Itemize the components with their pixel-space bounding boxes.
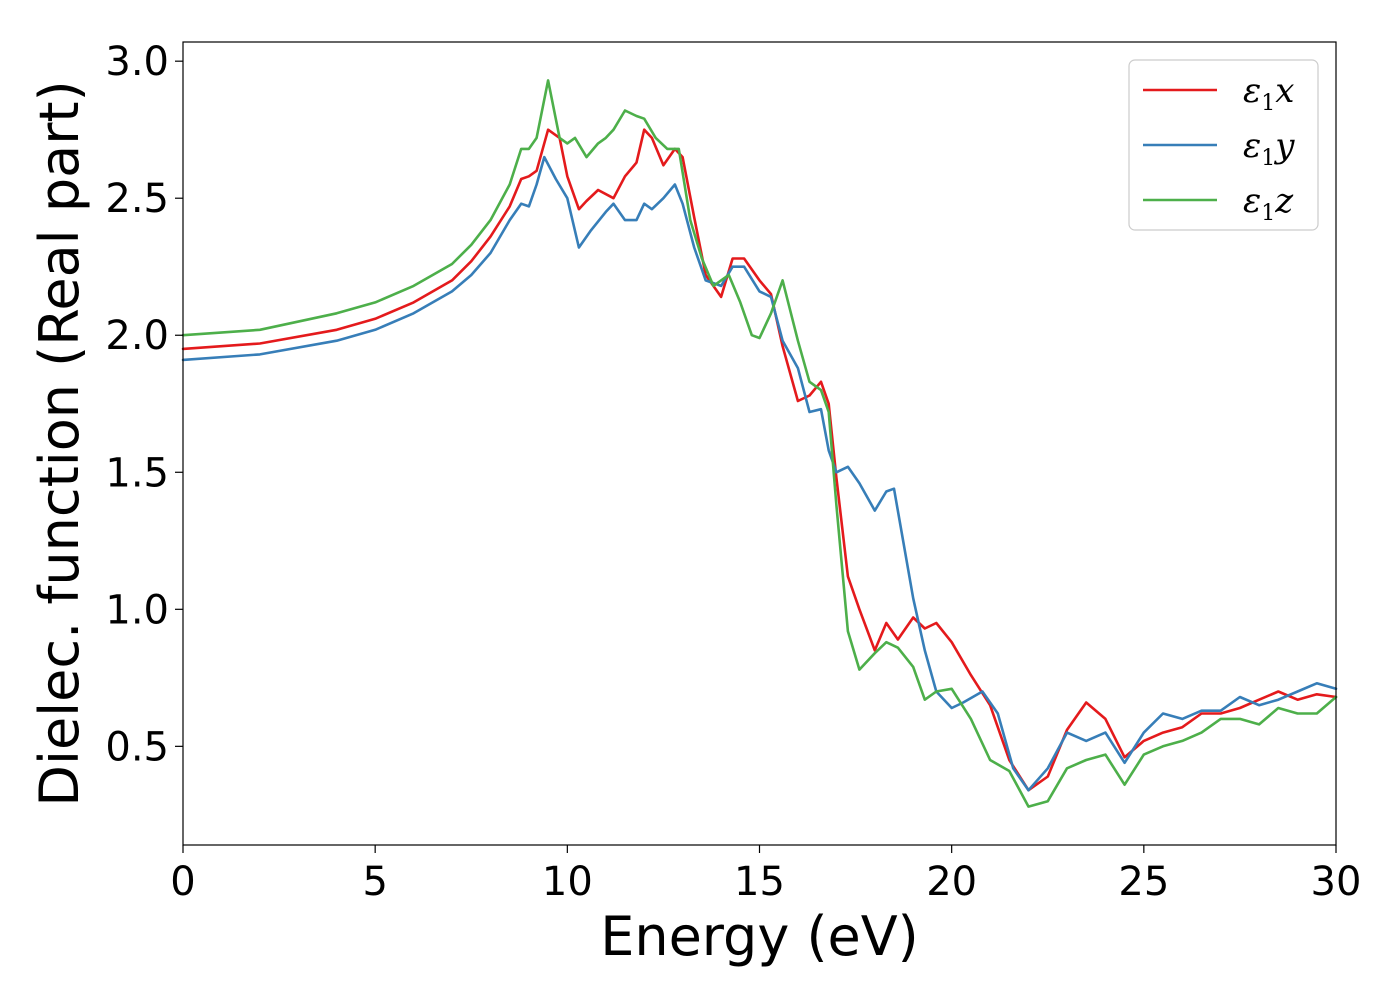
x-tick-label: 30 <box>1311 859 1362 905</box>
legend-label-tail: x <box>1275 71 1294 111</box>
legend-label-tail: z <box>1274 181 1294 221</box>
plot-lines <box>181 79 1338 808</box>
legend-box <box>1128 59 1319 231</box>
legend-label-subscript: 1 <box>1261 201 1275 226</box>
y-tick-label: 3.0 <box>105 39 169 85</box>
x-tick-label: 20 <box>926 859 977 905</box>
y-tick-label: 0.5 <box>105 724 169 770</box>
legend-label-y: ε1y <box>1243 126 1295 171</box>
series-line-x <box>181 128 1338 792</box>
y-axis-title: Dielec. function (Real part) <box>28 80 91 806</box>
x-tick-label: 10 <box>542 859 593 905</box>
series-line-z <box>181 79 1338 808</box>
legend-label-base: ε <box>1243 71 1261 111</box>
legend-label-subscript: 1 <box>1261 91 1275 116</box>
series-line-y <box>181 155 1338 792</box>
legend-label-tail: y <box>1273 126 1295 166</box>
x-tick-label: 25 <box>1118 859 1169 905</box>
y-tick-label: 2.0 <box>105 313 169 359</box>
y-axis-ticks: 0.5 1.0 1.5 2.0 2.5 3.0 <box>105 39 183 770</box>
legend-label-z: ε1z <box>1243 181 1294 226</box>
legend-label-subscript: 1 <box>1261 146 1275 171</box>
x-tick-label: 0 <box>170 859 195 905</box>
x-axis-ticks: 0 5 10 15 20 25 30 <box>170 845 1361 905</box>
y-tick-label: 1.5 <box>105 450 169 496</box>
x-axis-title: Energy (eV) <box>600 905 919 968</box>
x-tick-label: 5 <box>362 859 387 905</box>
y-tick-label: 2.5 <box>105 176 169 222</box>
legend-label-base: ε <box>1243 126 1261 166</box>
legend-label-base: ε <box>1243 181 1261 221</box>
x-tick-label: 15 <box>734 859 785 905</box>
y-tick-label: 1.0 <box>105 587 169 633</box>
legend-label-x: ε1x <box>1243 71 1294 116</box>
